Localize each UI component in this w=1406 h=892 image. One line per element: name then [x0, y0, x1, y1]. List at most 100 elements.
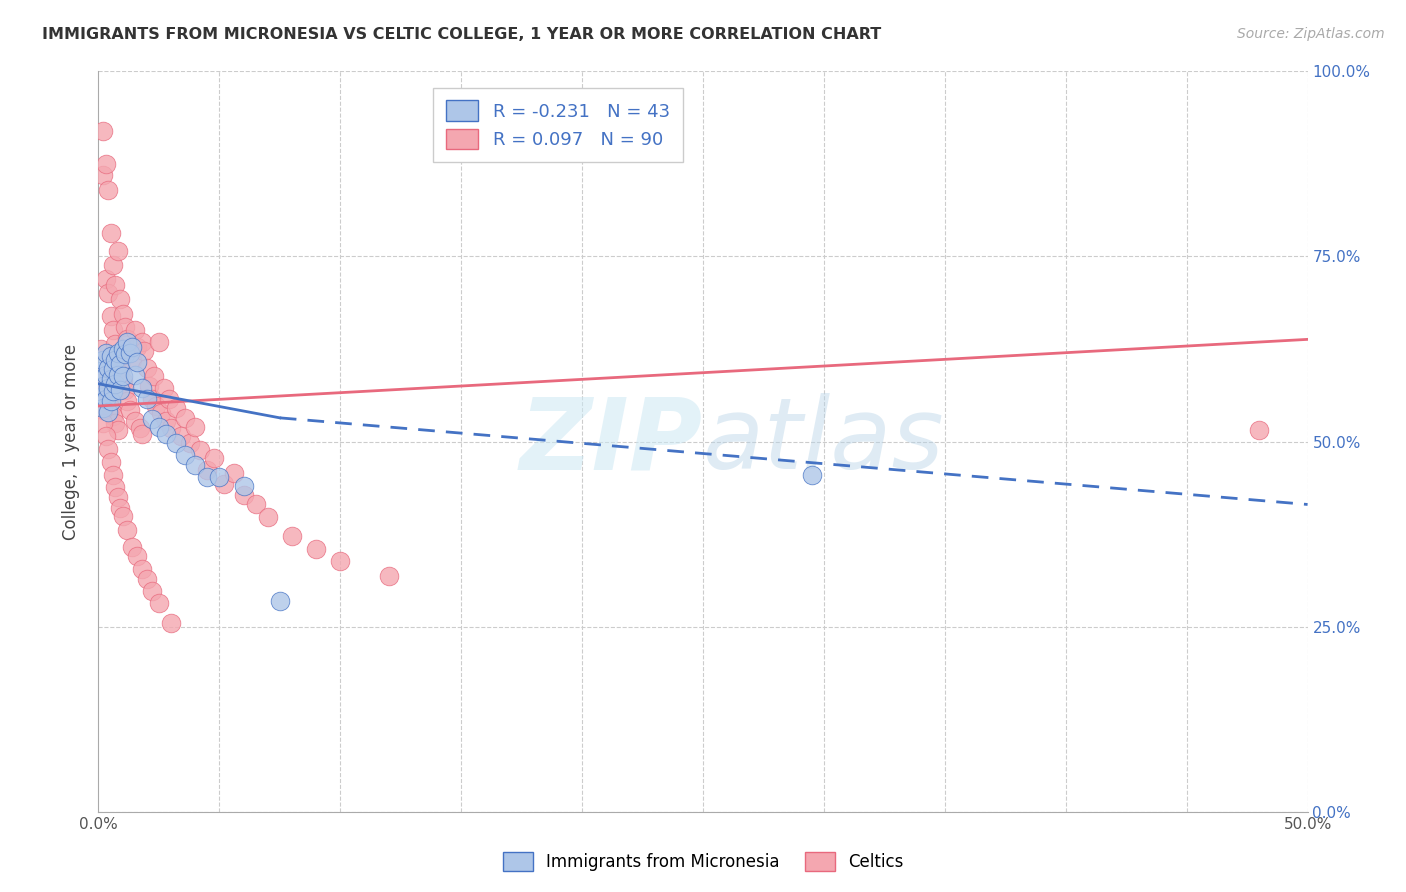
- Text: IMMIGRANTS FROM MICRONESIA VS CELTIC COLLEGE, 1 YEAR OR MORE CORRELATION CHART: IMMIGRANTS FROM MICRONESIA VS CELTIC COL…: [42, 27, 882, 42]
- Point: [127, 340, 149, 354]
- Point: [101, 362, 124, 376]
- Point: [107, 244, 129, 258]
- Y-axis label: College, 1 year or more: College, 1 year or more: [62, 343, 80, 540]
- Point: [104, 376, 127, 391]
- Point: [188, 443, 211, 458]
- Point: [111, 374, 134, 388]
- Point: [90, 342, 112, 356]
- Point: [232, 479, 254, 493]
- Point: [1249, 424, 1271, 438]
- Point: [94, 384, 117, 399]
- Point: [195, 463, 218, 477]
- Point: [155, 414, 177, 428]
- Point: [204, 450, 226, 465]
- Point: [377, 569, 399, 583]
- Point: [91, 353, 114, 368]
- Point: [104, 480, 127, 494]
- Point: [135, 360, 157, 375]
- Text: ZIP: ZIP: [520, 393, 703, 490]
- Point: [131, 381, 153, 395]
- Point: [101, 467, 124, 482]
- Point: [148, 334, 170, 349]
- Point: [184, 458, 207, 473]
- Point: [108, 501, 131, 516]
- Point: [148, 596, 170, 610]
- Point: [91, 416, 114, 430]
- Point: [90, 392, 112, 406]
- Point: [100, 393, 122, 408]
- Point: [174, 448, 197, 462]
- Point: [101, 324, 124, 338]
- Point: [100, 309, 122, 323]
- Point: [184, 419, 207, 434]
- Point: [114, 319, 136, 334]
- Point: [222, 466, 245, 480]
- Legend: Immigrants from Micronesia, Celtics: Immigrants from Micronesia, Celtics: [495, 843, 911, 880]
- Point: [97, 286, 120, 301]
- Point: [135, 572, 157, 586]
- Point: [111, 342, 134, 356]
- Point: [127, 549, 149, 564]
- Point: [134, 344, 156, 359]
- Point: [90, 390, 112, 404]
- Point: [97, 405, 120, 419]
- Point: [212, 477, 235, 491]
- Text: Source: ZipAtlas.com: Source: ZipAtlas.com: [1237, 27, 1385, 41]
- Point: [94, 428, 117, 442]
- Point: [104, 336, 127, 351]
- Point: [94, 271, 117, 285]
- Point: [108, 293, 131, 307]
- Point: [232, 488, 254, 502]
- Point: [150, 406, 173, 420]
- Point: [91, 123, 114, 137]
- Point: [117, 334, 139, 349]
- Point: [165, 436, 187, 450]
- Point: [108, 362, 131, 376]
- Point: [179, 436, 201, 450]
- Point: [169, 428, 191, 442]
- Point: [101, 384, 124, 399]
- Point: [100, 371, 122, 385]
- Point: [118, 403, 141, 417]
- Point: [94, 157, 117, 171]
- Point: [145, 399, 167, 413]
- Point: [100, 455, 122, 469]
- Point: [90, 364, 112, 378]
- Point: [138, 379, 160, 393]
- Point: [114, 383, 136, 397]
- Point: [157, 392, 180, 406]
- Point: [107, 350, 129, 364]
- Point: [148, 419, 170, 434]
- Point: [152, 381, 174, 395]
- Point: [100, 350, 122, 364]
- Point: [94, 392, 117, 406]
- Point: [117, 332, 139, 346]
- Point: [111, 369, 134, 384]
- Point: [97, 360, 120, 375]
- Point: [97, 183, 120, 197]
- Point: [107, 490, 129, 504]
- Point: [121, 340, 143, 354]
- Point: [124, 414, 146, 428]
- Point: [107, 424, 129, 438]
- Point: [160, 421, 183, 435]
- Point: [114, 347, 136, 361]
- Point: [329, 554, 352, 568]
- Point: [135, 392, 157, 406]
- Point: [141, 584, 163, 599]
- Point: [90, 393, 112, 408]
- Point: [108, 357, 131, 371]
- Point: [91, 403, 114, 417]
- Point: [101, 409, 124, 423]
- Point: [131, 562, 153, 576]
- Point: [100, 401, 122, 416]
- Legend: R = -0.231   N = 43, R = 0.097   N = 90: R = -0.231 N = 43, R = 0.097 N = 90: [433, 87, 682, 162]
- Point: [141, 412, 163, 426]
- Point: [94, 368, 117, 382]
- Point: [165, 401, 187, 416]
- Point: [97, 392, 120, 406]
- Point: [91, 168, 114, 182]
- Point: [111, 508, 134, 523]
- Point: [143, 369, 166, 384]
- Point: [245, 498, 267, 512]
